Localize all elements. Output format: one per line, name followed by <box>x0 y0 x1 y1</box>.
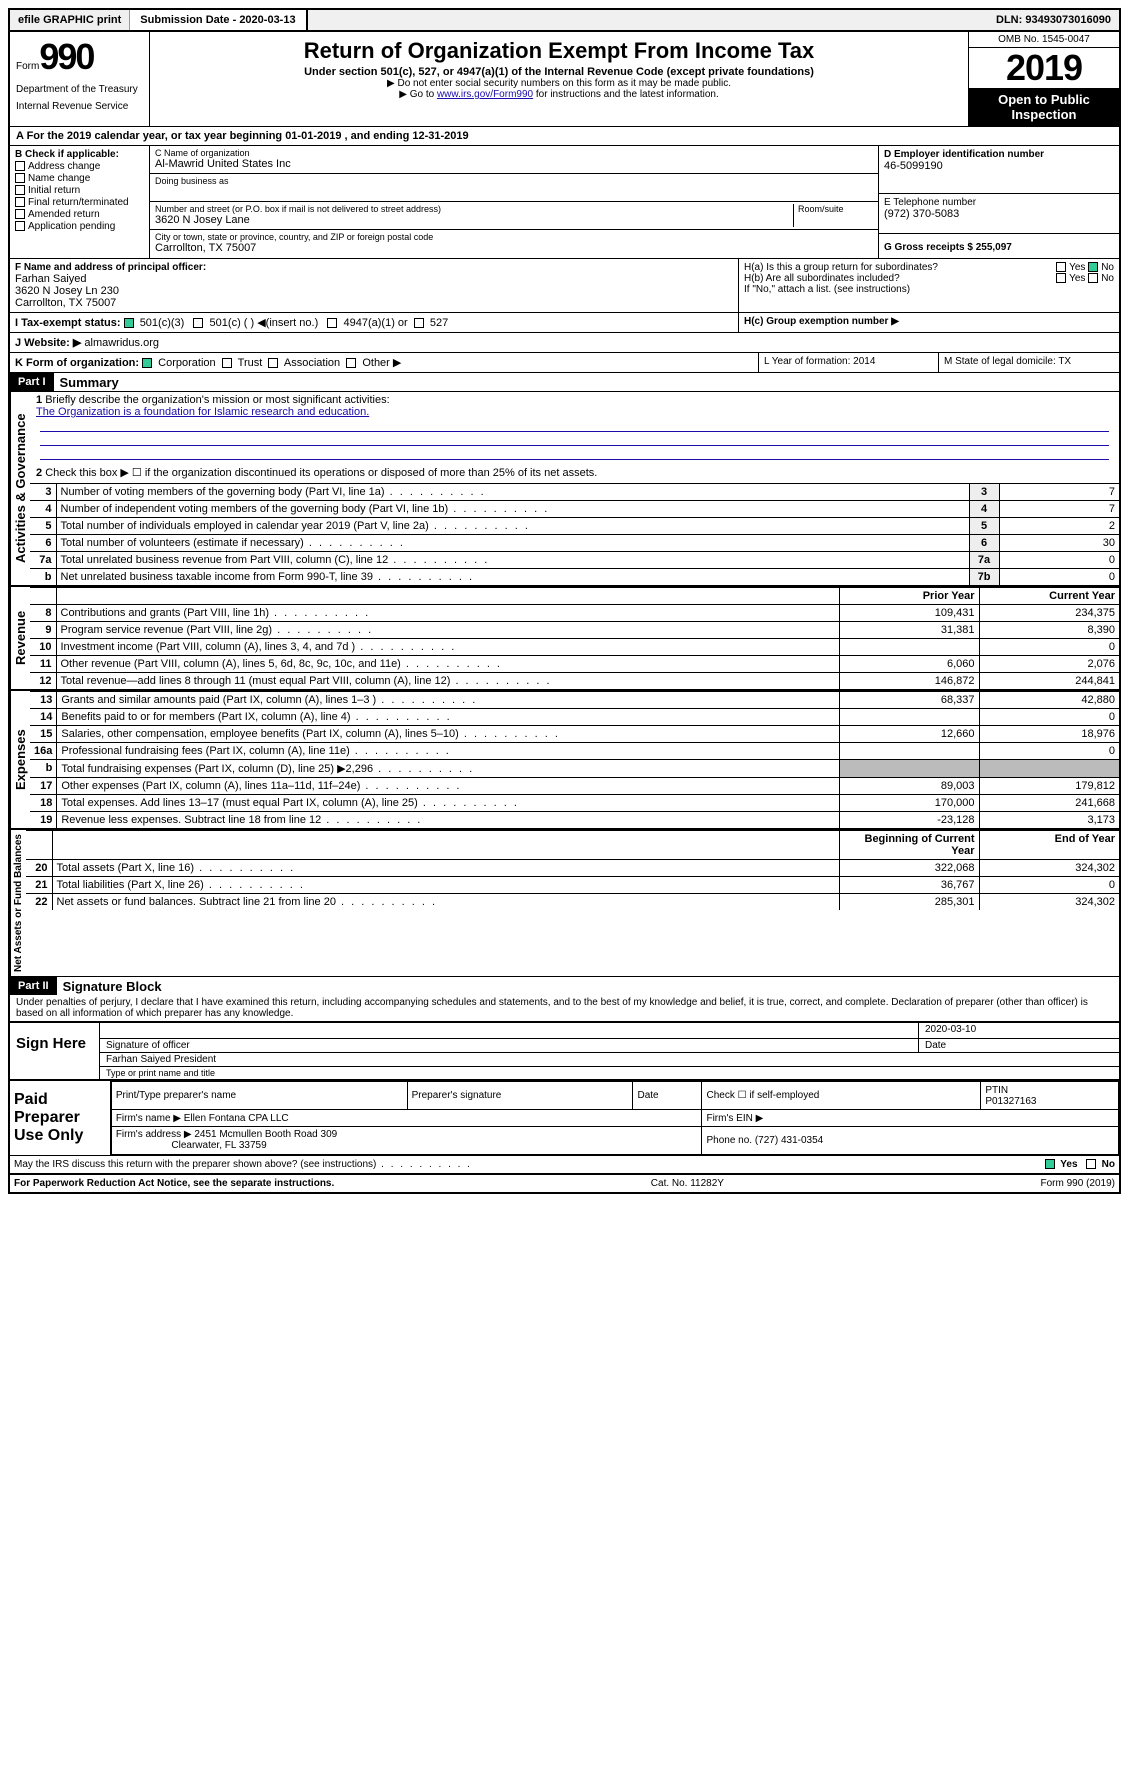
state-domicile: M State of legal domicile: TX <box>939 353 1119 372</box>
typed-name: Farhan Saiyed President <box>100 1053 1119 1067</box>
chk-4947[interactable] <box>327 318 337 328</box>
part2-header: Part II <box>10 977 57 995</box>
hc-label: H(c) Group exemption number ▶ <box>744 316 899 327</box>
discuss-yes[interactable] <box>1045 1159 1055 1169</box>
year-formation: L Year of formation: 2014 <box>759 353 939 372</box>
tax-year: 2019 <box>969 48 1119 88</box>
discuss-no[interactable] <box>1086 1159 1096 1169</box>
city-label: City or town, state or province, country… <box>155 232 873 242</box>
chk-amended[interactable]: Amended return <box>15 209 144 220</box>
phone-value: (972) 370-5083 <box>884 208 1114 220</box>
expenses-table: 13Grants and similar amounts paid (Part … <box>30 691 1119 828</box>
omb-number: OMB No. 1545-0047 <box>969 32 1119 48</box>
q2: Check this box ▶ ☐ if the organization d… <box>45 467 597 479</box>
vert-netassets: Net Assets or Fund Balances <box>10 830 26 976</box>
officer-name: Farhan Saiyed <box>15 273 733 285</box>
form-label: Form <box>16 61 39 72</box>
pra-notice: For Paperwork Reduction Act Notice, see … <box>14 1178 334 1189</box>
part2-title: Signature Block <box>63 979 162 994</box>
addr-label: Number and street (or P.O. box if mail i… <box>155 204 793 214</box>
ha-label: H(a) Is this a group return for subordin… <box>744 262 938 273</box>
org-name-row: C Name of organization Al-Mawrid United … <box>150 146 878 174</box>
top-bar: efile GRAPHIC print Submission Date - 20… <box>8 8 1121 32</box>
ein-value: 46-5099190 <box>884 160 1114 172</box>
officer-addr1: 3620 N Josey Ln 230 <box>15 285 733 297</box>
revenue-table: Prior YearCurrent Year 8Contributions an… <box>30 587 1119 689</box>
chk-final[interactable]: Final return/terminated <box>15 197 144 208</box>
subtitle-1: Under section 501(c), 527, or 4947(a)(1)… <box>156 66 962 78</box>
chk-corp[interactable] <box>142 358 152 368</box>
chk-trust[interactable] <box>222 358 232 368</box>
c-label: C Name of organization <box>155 148 873 158</box>
form990-cell: Form990 Department of the Treasury Inter… <box>10 32 150 126</box>
org-name: Al-Mawrid United States Inc <box>155 158 873 170</box>
form-title: Return of Organization Exempt From Incom… <box>156 38 962 64</box>
goto-pre: ▶ Go to <box>399 89 437 100</box>
b-label: B Check if applicable: <box>15 149 144 160</box>
preparer-table: Print/Type preparer's name Preparer's si… <box>111 1081 1119 1155</box>
hb-label: H(b) Are all subordinates included? <box>744 273 900 284</box>
perjury-decl: Under penalties of perjury, I declare th… <box>10 995 1119 1021</box>
phone-label: E Telephone number <box>884 197 1114 208</box>
chk-name[interactable]: Name change <box>15 173 144 184</box>
tax-exempt-label: I Tax-exempt status: <box>15 317 121 329</box>
netassets-table: Beginning of Current YearEnd of Year 20T… <box>26 830 1119 910</box>
officer-addr2: Carrollton, TX 75007 <box>15 297 733 309</box>
chk-pending[interactable]: Application pending <box>15 221 144 232</box>
period-row: A For the 2019 calendar year, or tax yea… <box>10 126 1119 145</box>
dept-irs: Internal Revenue Service <box>16 101 143 112</box>
street-address: 3620 N Josey Lane <box>155 214 793 226</box>
check-block-b: B Check if applicable: Address change Na… <box>10 146 150 258</box>
typed-label: Type or print name and title <box>100 1067 1119 1079</box>
cat-no: Cat. No. 11282Y <box>651 1178 724 1189</box>
chk-assoc[interactable] <box>268 358 278 368</box>
sign-here: Sign Here <box>10 1023 100 1079</box>
gross-receipts: G Gross receipts $ 255,097 <box>884 242 1114 253</box>
website-label: J Website: ▶ <box>15 337 81 349</box>
discuss-question: May the IRS discuss this return with the… <box>14 1159 472 1170</box>
dln: DLN: 93493073016090 <box>988 10 1119 30</box>
vert-revenue: Revenue <box>10 587 30 689</box>
vert-expenses: Expenses <box>10 691 30 828</box>
ein-label: D Employer identification number <box>884 149 1114 160</box>
chk-501c[interactable] <box>193 318 203 328</box>
hb-note: If "No," attach a list. (see instruction… <box>744 284 1114 295</box>
officer-label: F Name and address of principal officer: <box>15 262 733 273</box>
submission-date: Submission Date - 2020-03-13 <box>130 10 307 30</box>
chk-other[interactable] <box>346 358 356 368</box>
dba-row: Doing business as <box>150 174 878 202</box>
chk-initial[interactable]: Initial return <box>15 185 144 196</box>
room-suite: Room/suite <box>793 204 873 227</box>
q1: Briefly describe the organization's miss… <box>45 394 389 406</box>
header-center: Return of Organization Exempt From Incom… <box>150 32 969 126</box>
sig-date: 2020-03-10 <box>919 1023 1119 1039</box>
dept-treasury: Department of the Treasury <box>16 84 143 95</box>
mission: The Organization is a foundation for Isl… <box>36 406 369 418</box>
sig-officer-label: Signature of officer <box>100 1039 918 1053</box>
subtitle-2: ▶ Do not enter social security numbers o… <box>156 78 962 89</box>
open-public: Open to Public Inspection <box>969 88 1119 126</box>
date-label: Date <box>919 1039 1119 1053</box>
irs-link[interactable]: www.irs.gov/Form990 <box>437 89 533 100</box>
city-value: Carrollton, TX 75007 <box>155 242 873 254</box>
form-footer: Form 990 (2019) <box>1041 1178 1115 1189</box>
form-number: 990 <box>39 36 93 77</box>
website-value[interactable]: almawridus.org <box>84 337 159 349</box>
chk-501c3[interactable] <box>124 318 134 328</box>
part1-title: Summary <box>60 375 119 390</box>
paid-preparer-label: Paid Preparer Use Only <box>10 1081 111 1155</box>
form-container: Form990 Department of the Treasury Inter… <box>8 32 1121 1194</box>
efile-link[interactable]: efile GRAPHIC print <box>10 10 130 30</box>
part1-header: Part I <box>10 373 54 391</box>
header-right: OMB No. 1545-0047 2019 Open to Public In… <box>969 32 1119 126</box>
vert-governance: Activities & Governance <box>10 392 30 585</box>
chk-527[interactable] <box>414 318 424 328</box>
chk-address[interactable]: Address change <box>15 161 144 172</box>
goto-post: for instructions and the latest informat… <box>533 89 719 100</box>
governance-table: 3Number of voting members of the governi… <box>30 483 1119 585</box>
korg-label: K Form of organization: <box>15 357 139 369</box>
dba-label: Doing business as <box>155 176 873 186</box>
